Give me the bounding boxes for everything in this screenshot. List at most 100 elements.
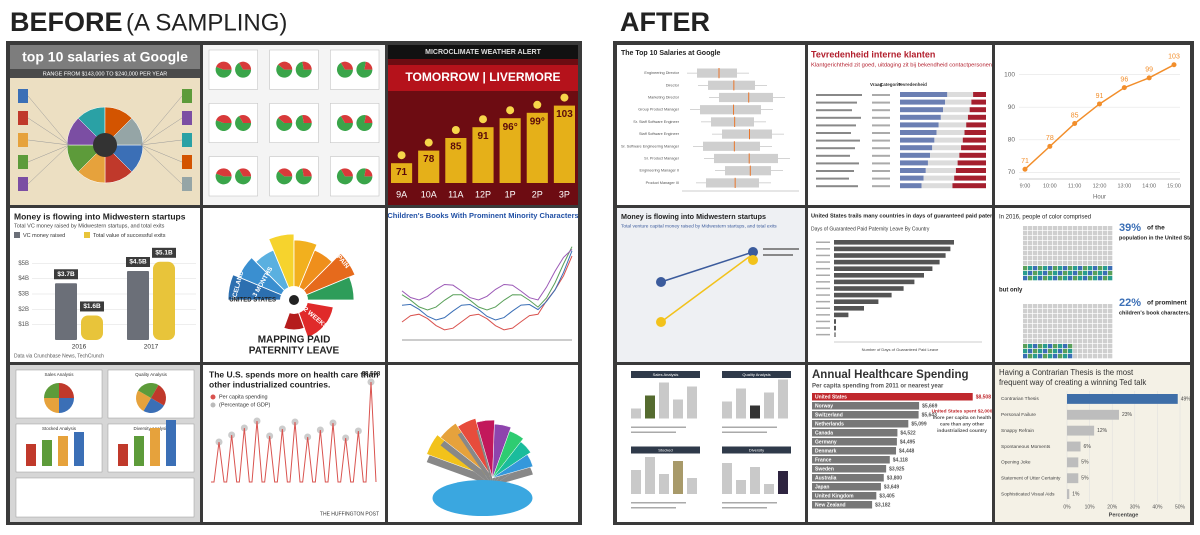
text-line bbox=[816, 333, 830, 336]
panel: 70 80 90 100 71 9:00 78 10:00 85 11:00 91 12:00 96 13… bbox=[995, 45, 1190, 205]
label: Total VC money raised by Midwestern star… bbox=[14, 223, 165, 229]
bar bbox=[418, 150, 440, 183]
connector bbox=[140, 117, 183, 146]
waffle-cell bbox=[1103, 324, 1108, 329]
waffle-cell bbox=[1073, 261, 1078, 266]
pie-slice bbox=[276, 117, 293, 131]
bar-segment bbox=[900, 107, 943, 113]
waffle-cell bbox=[1078, 241, 1083, 246]
waffle-cell bbox=[1043, 329, 1048, 334]
text-line bbox=[816, 177, 849, 180]
waffle-cell bbox=[1098, 266, 1103, 271]
waffle-cell bbox=[1053, 266, 1058, 271]
header bbox=[631, 446, 700, 454]
waffle-cell bbox=[1033, 231, 1038, 236]
label: more per capita on health bbox=[933, 415, 991, 421]
waffle-cell bbox=[1028, 319, 1033, 324]
waffle-cell bbox=[1088, 276, 1093, 281]
wedge bbox=[492, 441, 531, 479]
waffle-cell bbox=[1043, 261, 1048, 266]
point bbox=[748, 255, 758, 265]
waffle-cell bbox=[1093, 319, 1098, 324]
waffle-cell bbox=[1103, 231, 1108, 236]
bar bbox=[812, 465, 887, 473]
waffle-cell bbox=[1098, 354, 1103, 359]
label: $5,643 bbox=[922, 412, 938, 418]
label: Money is flowing into Midwestern startup… bbox=[621, 212, 766, 221]
waffle-cell bbox=[1033, 271, 1038, 276]
label: Days of Guaranteed Paid Paternity Leave … bbox=[811, 226, 930, 232]
label: Data via Crunchbase News, TechCrunch bbox=[14, 353, 104, 359]
bar bbox=[1067, 489, 1070, 499]
waffle-cell bbox=[1108, 304, 1113, 309]
sun-icon bbox=[560, 93, 569, 102]
pie-center bbox=[93, 133, 117, 157]
waffle-cell bbox=[1073, 304, 1078, 309]
pie-slice bbox=[216, 61, 232, 70]
label: 12% bbox=[1097, 428, 1108, 434]
waffle-cell bbox=[1058, 344, 1063, 349]
waffle-cell bbox=[1038, 314, 1043, 319]
waffle-cell bbox=[1053, 231, 1058, 236]
waffle-cell bbox=[1033, 266, 1038, 271]
bar bbox=[553, 105, 575, 183]
bar bbox=[778, 379, 788, 419]
label: 12:00 bbox=[1093, 183, 1107, 189]
text-line bbox=[816, 274, 830, 276]
waffle-cell bbox=[1103, 266, 1108, 271]
waffle-cell bbox=[1023, 349, 1028, 354]
text-line bbox=[872, 147, 890, 150]
waffle-cell bbox=[1098, 261, 1103, 266]
text-line bbox=[722, 502, 777, 504]
waffle-cell bbox=[1073, 329, 1078, 334]
waffle-cell bbox=[1098, 329, 1103, 334]
text-line bbox=[872, 185, 890, 188]
bar bbox=[499, 118, 521, 183]
label: $3,800 bbox=[887, 475, 903, 481]
waffle-cell bbox=[1078, 344, 1083, 349]
waffle-cell bbox=[1108, 241, 1113, 246]
waffle-cell bbox=[1053, 276, 1058, 281]
waffle-cell bbox=[1093, 344, 1098, 349]
waffle-cell bbox=[1068, 231, 1073, 236]
pie-slice bbox=[302, 61, 312, 70]
label: UNITED STATES bbox=[229, 298, 276, 304]
bar bbox=[445, 138, 467, 183]
waffle-cell bbox=[1073, 276, 1078, 281]
bar bbox=[812, 447, 897, 455]
pie-slice bbox=[235, 116, 252, 131]
pie-slice bbox=[215, 66, 232, 78]
bar-segment bbox=[925, 168, 956, 173]
point bbox=[1097, 101, 1102, 107]
waffle-cell bbox=[1023, 304, 1028, 309]
box bbox=[725, 166, 771, 176]
bar-segment bbox=[900, 160, 928, 166]
waffle-cell bbox=[1043, 314, 1048, 319]
waffle-cell bbox=[1088, 354, 1093, 359]
waffle-cell bbox=[1048, 334, 1053, 339]
label: $4,522 bbox=[900, 430, 916, 436]
waffle-cell bbox=[1033, 349, 1038, 354]
waffle-cell bbox=[1088, 271, 1093, 276]
wedge bbox=[492, 454, 534, 479]
waffle-cell bbox=[1043, 236, 1048, 241]
waffle-cell bbox=[1068, 266, 1073, 271]
waffle-cell bbox=[1023, 319, 1028, 324]
pie-slice bbox=[151, 385, 167, 406]
label: 30% bbox=[1130, 504, 1141, 510]
bar-segment bbox=[973, 92, 986, 97]
bar bbox=[1067, 441, 1081, 452]
shape bbox=[58, 436, 68, 466]
waffle-cell bbox=[1103, 339, 1108, 344]
waffle-cell bbox=[1058, 276, 1063, 281]
label: The Top 10 Salaries at Google bbox=[621, 50, 721, 57]
bar bbox=[812, 429, 898, 437]
waffle-cell bbox=[1028, 271, 1033, 276]
waffle-cell bbox=[1043, 334, 1048, 339]
label: 85 bbox=[1071, 112, 1079, 119]
pie-slice bbox=[216, 168, 232, 177]
bar bbox=[673, 461, 683, 494]
shape bbox=[42, 440, 52, 466]
waffle-cell bbox=[1053, 246, 1058, 251]
